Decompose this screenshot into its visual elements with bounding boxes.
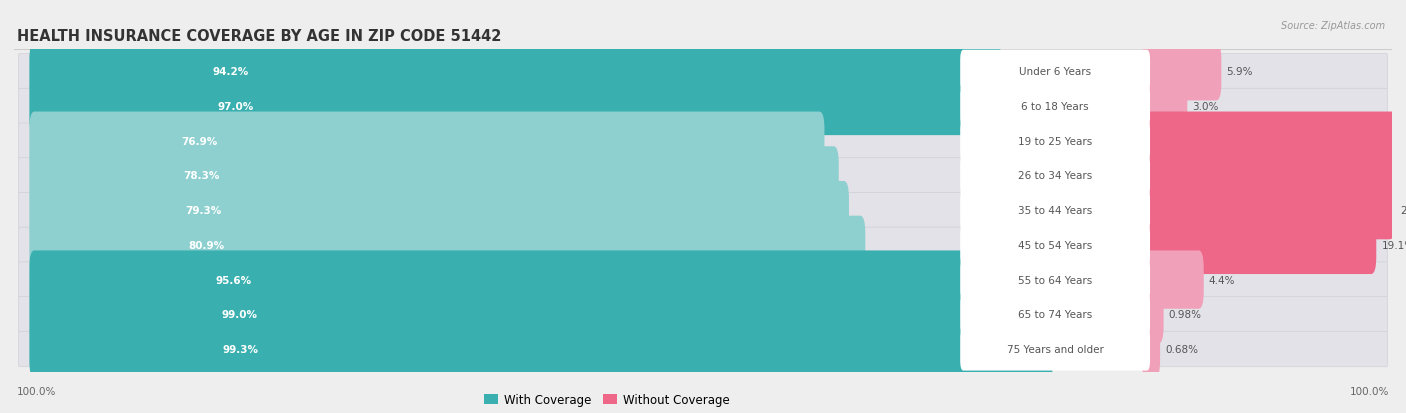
Text: 100.0%: 100.0% <box>17 387 56 396</box>
FancyBboxPatch shape <box>30 147 839 205</box>
FancyBboxPatch shape <box>30 285 1050 344</box>
FancyBboxPatch shape <box>1142 112 1406 171</box>
FancyBboxPatch shape <box>18 297 1388 332</box>
Text: 3.0%: 3.0% <box>1192 102 1219 112</box>
FancyBboxPatch shape <box>18 158 1388 194</box>
FancyBboxPatch shape <box>1142 78 1187 136</box>
FancyBboxPatch shape <box>30 78 1029 136</box>
FancyBboxPatch shape <box>960 154 1150 197</box>
Text: 26 to 34 Years: 26 to 34 Years <box>1018 171 1092 181</box>
FancyBboxPatch shape <box>30 216 865 274</box>
Text: 20.7%: 20.7% <box>1400 206 1406 216</box>
FancyBboxPatch shape <box>18 89 1388 124</box>
FancyBboxPatch shape <box>18 193 1388 228</box>
Text: HEALTH INSURANCE COVERAGE BY AGE IN ZIP CODE 51442: HEALTH INSURANCE COVERAGE BY AGE IN ZIP … <box>17 29 502 44</box>
FancyBboxPatch shape <box>18 123 1388 159</box>
FancyBboxPatch shape <box>1142 285 1164 344</box>
FancyBboxPatch shape <box>960 328 1150 370</box>
FancyBboxPatch shape <box>960 51 1150 94</box>
Text: 45 to 54 Years: 45 to 54 Years <box>1018 240 1092 250</box>
Text: 99.0%: 99.0% <box>222 310 257 320</box>
Text: 99.3%: 99.3% <box>222 344 259 354</box>
Text: 94.2%: 94.2% <box>212 67 249 77</box>
FancyBboxPatch shape <box>960 120 1150 163</box>
FancyBboxPatch shape <box>30 112 824 171</box>
Text: 76.9%: 76.9% <box>181 136 217 146</box>
Text: 35 to 44 Years: 35 to 44 Years <box>1018 206 1092 216</box>
FancyBboxPatch shape <box>960 293 1150 336</box>
FancyBboxPatch shape <box>1142 182 1395 240</box>
Text: 5.9%: 5.9% <box>1226 67 1253 77</box>
Text: 6 to 18 Years: 6 to 18 Years <box>1021 102 1088 112</box>
FancyBboxPatch shape <box>960 259 1150 301</box>
Text: 19 to 25 Years: 19 to 25 Years <box>1018 136 1092 146</box>
FancyBboxPatch shape <box>1142 147 1406 205</box>
Text: 80.9%: 80.9% <box>188 240 225 250</box>
Text: 0.68%: 0.68% <box>1166 344 1198 354</box>
FancyBboxPatch shape <box>18 262 1388 298</box>
FancyBboxPatch shape <box>18 55 1388 90</box>
Text: 4.4%: 4.4% <box>1209 275 1236 285</box>
FancyBboxPatch shape <box>30 43 1001 101</box>
FancyBboxPatch shape <box>1142 43 1222 101</box>
Text: 55 to 64 Years: 55 to 64 Years <box>1018 275 1092 285</box>
FancyBboxPatch shape <box>18 228 1388 263</box>
Text: 79.3%: 79.3% <box>186 206 222 216</box>
FancyBboxPatch shape <box>1142 320 1160 378</box>
FancyBboxPatch shape <box>960 189 1150 232</box>
FancyBboxPatch shape <box>1142 216 1376 274</box>
Text: 65 to 74 Years: 65 to 74 Years <box>1018 310 1092 320</box>
Text: 97.0%: 97.0% <box>218 102 254 112</box>
Text: Under 6 Years: Under 6 Years <box>1019 67 1091 77</box>
Text: Source: ZipAtlas.com: Source: ZipAtlas.com <box>1281 21 1385 31</box>
FancyBboxPatch shape <box>1142 251 1204 309</box>
Text: 0.98%: 0.98% <box>1168 310 1202 320</box>
FancyBboxPatch shape <box>30 182 849 240</box>
FancyBboxPatch shape <box>30 320 1053 378</box>
FancyBboxPatch shape <box>960 224 1150 267</box>
FancyBboxPatch shape <box>30 251 1015 309</box>
FancyBboxPatch shape <box>960 85 1150 128</box>
Text: 75 Years and older: 75 Years and older <box>1007 344 1104 354</box>
Text: 100.0%: 100.0% <box>1350 387 1389 396</box>
Legend: With Coverage, Without Coverage: With Coverage, Without Coverage <box>479 389 734 411</box>
FancyBboxPatch shape <box>18 332 1388 367</box>
Text: 19.1%: 19.1% <box>1381 240 1406 250</box>
Text: 95.6%: 95.6% <box>215 275 252 285</box>
Text: 78.3%: 78.3% <box>183 171 219 181</box>
